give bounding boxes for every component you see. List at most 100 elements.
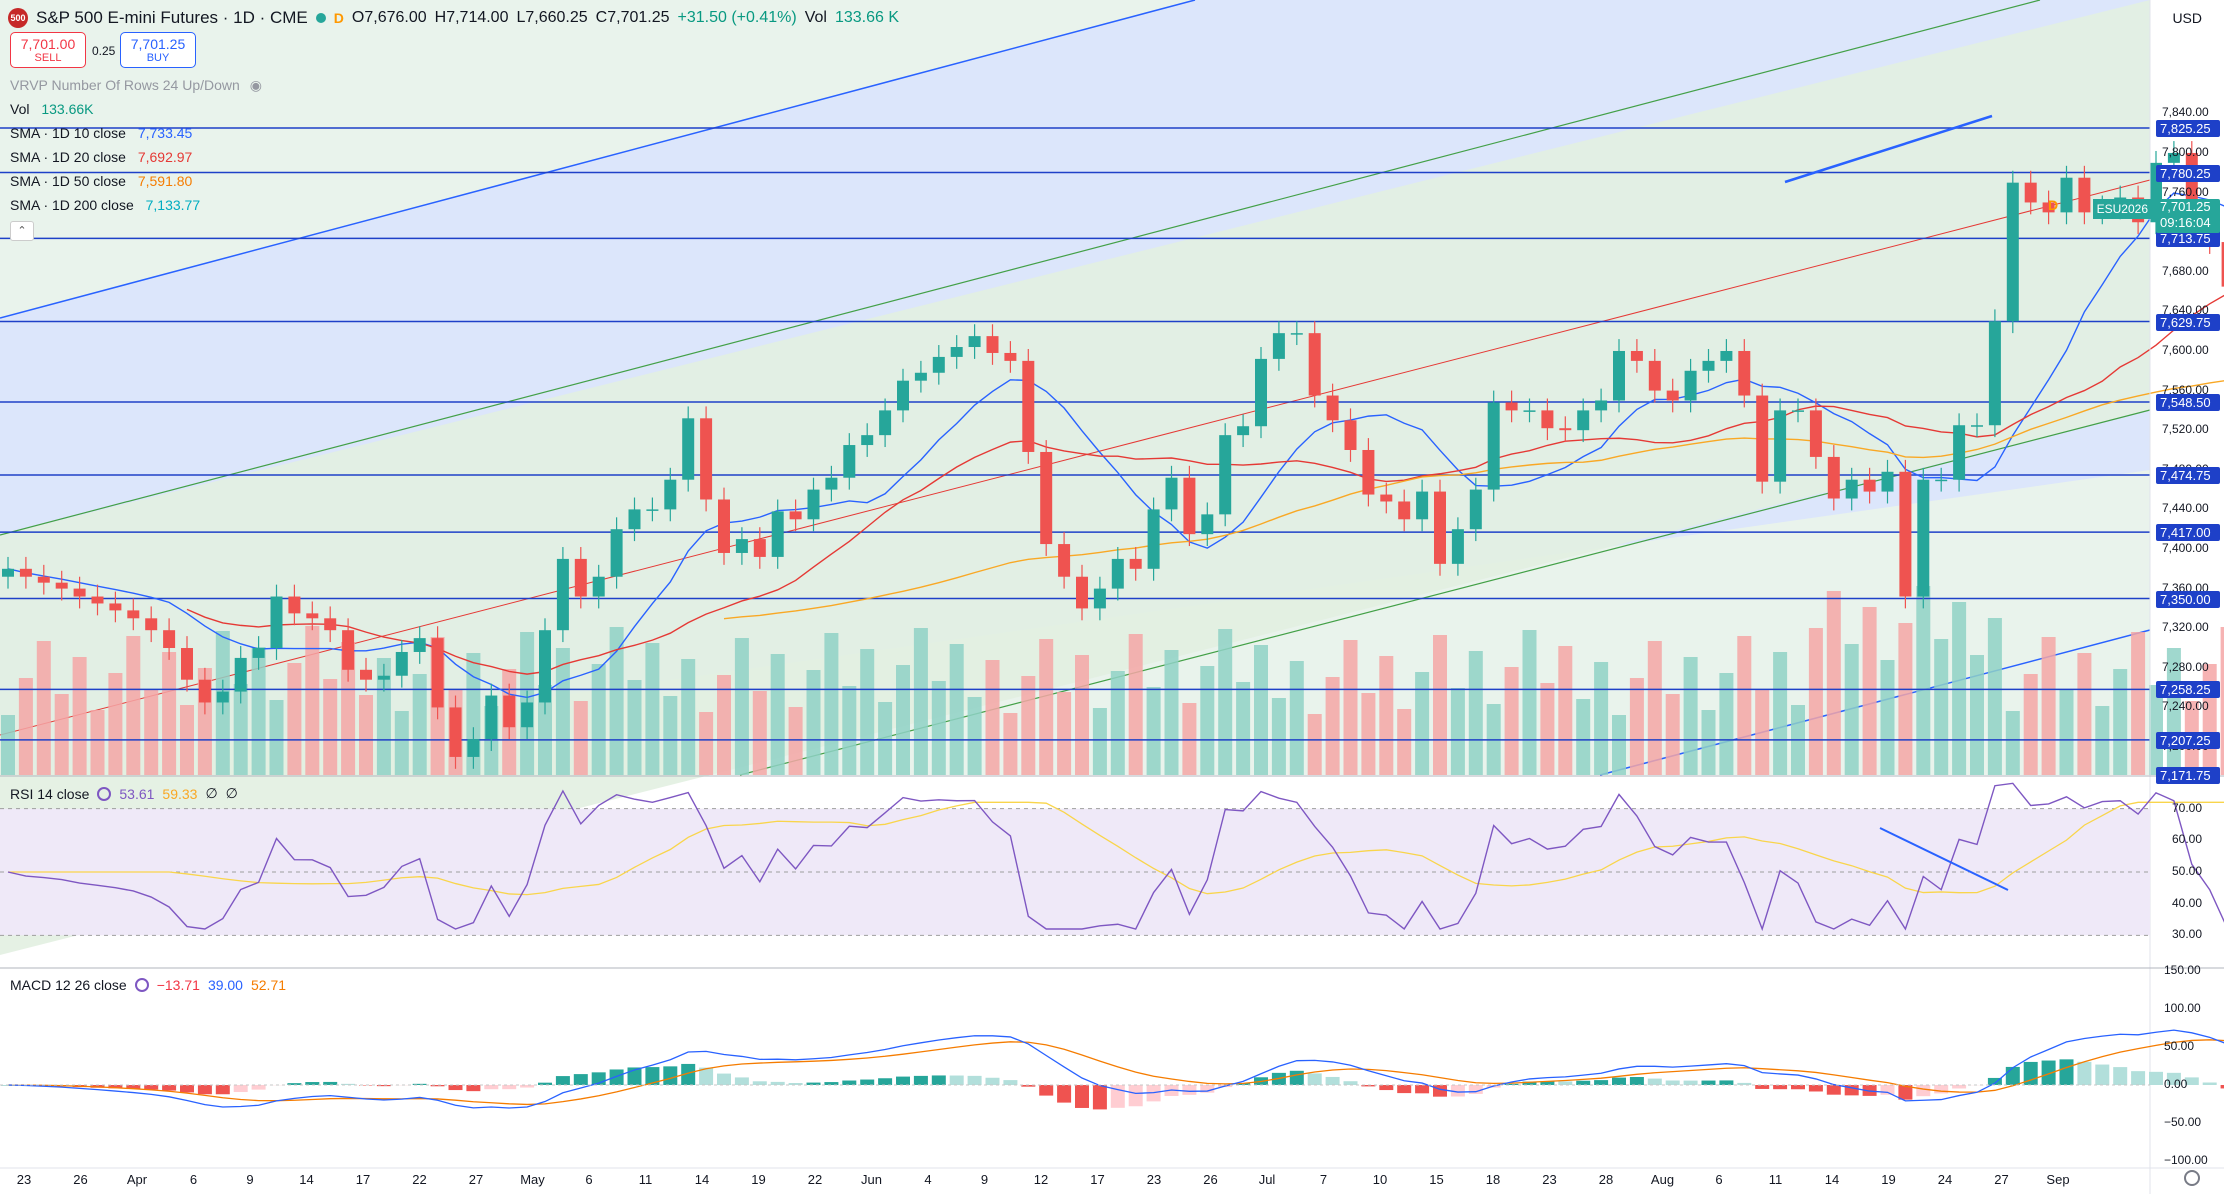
- level-price-label[interactable]: 7,417.00: [2156, 524, 2220, 542]
- candle[interactable]: [288, 596, 301, 614]
- candle[interactable]: [485, 695, 498, 740]
- candle[interactable]: [986, 336, 999, 353]
- channel-mid-line[interactable]: [0, 179, 2151, 736]
- candle[interactable]: [1559, 428, 1572, 431]
- candle[interactable]: [1953, 425, 1966, 480]
- candle[interactable]: [1344, 420, 1357, 450]
- candle[interactable]: [592, 576, 605, 597]
- candle[interactable]: [467, 739, 480, 757]
- candle[interactable]: [1613, 350, 1625, 401]
- currency-label[interactable]: USD: [2172, 10, 2202, 26]
- candle[interactable]: [1076, 576, 1088, 609]
- candle[interactable]: [1684, 370, 1697, 401]
- macd-signal-line[interactable]: [7, 1039, 2224, 1106]
- candle[interactable]: [735, 539, 748, 553]
- candle[interactable]: [2221, 242, 2224, 287]
- candle[interactable]: [1756, 395, 1769, 482]
- candle[interactable]: [1183, 477, 1196, 535]
- level-price-label[interactable]: 7,171.75: [2156, 767, 2220, 784]
- legend-vrvp[interactable]: VRVP Number Of Rows 24 Up/Down ◉: [10, 77, 262, 94]
- candle[interactable]: [1809, 410, 1822, 457]
- candle[interactable]: [2024, 182, 2037, 203]
- legend-sma200[interactable]: SMA · 1D 200 close 7,133.77: [10, 197, 200, 213]
- candle[interactable]: [127, 610, 140, 619]
- candle[interactable]: [1666, 390, 1679, 401]
- candle[interactable]: [377, 675, 390, 680]
- candle[interactable]: [1630, 350, 1643, 361]
- candle[interactable]: [1255, 358, 1267, 427]
- candle[interactable]: [1702, 360, 1715, 371]
- buy-button[interactable]: 7,701.25 BUY: [120, 32, 196, 68]
- candle[interactable]: [879, 410, 892, 436]
- rsi-settings-icon[interactable]: [97, 786, 112, 801]
- candle[interactable]: [539, 630, 551, 703]
- candle[interactable]: [932, 356, 945, 373]
- candle[interactable]: [1040, 451, 1053, 545]
- candle[interactable]: [771, 511, 784, 557]
- candle[interactable]: [789, 511, 802, 520]
- candle[interactable]: [360, 669, 372, 680]
- candle[interactable]: [395, 651, 408, 676]
- candle[interactable]: [1917, 479, 1930, 597]
- candle[interactable]: [968, 336, 981, 348]
- candle[interactable]: [503, 695, 516, 728]
- dividend-marker[interactable]: D: [2048, 197, 2058, 213]
- candle[interactable]: [807, 489, 820, 520]
- candle[interactable]: [2078, 177, 2091, 213]
- sell-button[interactable]: 7,701.00 SELL: [10, 32, 86, 68]
- candle[interactable]: [897, 380, 909, 411]
- rsi-ma-line[interactable]: [8, 801, 2224, 896]
- candle[interactable]: [1111, 558, 1124, 589]
- candle[interactable]: [1881, 471, 1894, 492]
- candle[interactable]: [1201, 514, 1214, 535]
- legend-sma50[interactable]: SMA · 1D 50 close 7,591.80: [10, 173, 192, 189]
- candle[interactable]: [1290, 333, 1303, 335]
- level-price-label[interactable]: 7,713.75: [2156, 230, 2220, 248]
- candle[interactable]: [574, 558, 587, 597]
- candle[interactable]: [342, 630, 355, 670]
- candle[interactable]: [449, 707, 462, 757]
- candle[interactable]: [1720, 350, 1733, 361]
- channel-upper-line[interactable]: [0, 0, 1196, 319]
- candle[interactable]: [1971, 425, 1983, 427]
- candle[interactable]: [1935, 479, 1948, 482]
- candle[interactable]: [1058, 544, 1071, 577]
- candle[interactable]: [1362, 449, 1375, 495]
- candle[interactable]: [1022, 360, 1035, 452]
- level-price-label[interactable]: 7,825.25: [2156, 119, 2220, 137]
- level-price-label[interactable]: 7,350.00: [2156, 590, 2220, 608]
- candle[interactable]: [2006, 182, 2019, 322]
- candle[interactable]: [1845, 479, 1858, 499]
- candle[interactable]: [1487, 402, 1500, 490]
- candle[interactable]: [1398, 501, 1411, 520]
- candle[interactable]: [646, 509, 659, 511]
- candle[interactable]: [1541, 410, 1554, 429]
- candle[interactable]: [181, 648, 193, 680]
- rsi-line[interactable]: [7, 782, 2224, 932]
- level-price-label[interactable]: 7,629.75: [2156, 313, 2220, 331]
- candle[interactable]: [1827, 456, 1840, 499]
- candle[interactable]: [1577, 410, 1590, 431]
- candle[interactable]: [556, 558, 569, 631]
- candle[interactable]: [628, 509, 641, 530]
- candle[interactable]: [252, 648, 265, 658]
- candle[interactable]: [1129, 558, 1142, 569]
- candle[interactable]: [1326, 395, 1339, 421]
- candle[interactable]: [664, 479, 677, 510]
- candle[interactable]: [324, 618, 337, 631]
- candle[interactable]: [306, 613, 319, 619]
- legend-sma10[interactable]: SMA · 1D 10 close 7,733.45: [10, 125, 192, 141]
- candle[interactable]: [19, 568, 32, 577]
- candle[interactable]: [753, 539, 766, 557]
- level-price-label[interactable]: 7,207.25: [2156, 731, 2220, 749]
- channel-upper-inner-line[interactable]: [0, 0, 2041, 536]
- candle[interactable]: [234, 657, 247, 692]
- eye-icon[interactable]: ◉: [249, 77, 262, 93]
- candle[interactable]: [843, 445, 856, 478]
- candle[interactable]: [1505, 402, 1518, 411]
- candle[interactable]: [1738, 350, 1751, 396]
- candle[interactable]: [1219, 435, 1232, 515]
- sma10-line[interactable]: [7, 192, 2224, 699]
- candle[interactable]: [825, 477, 838, 490]
